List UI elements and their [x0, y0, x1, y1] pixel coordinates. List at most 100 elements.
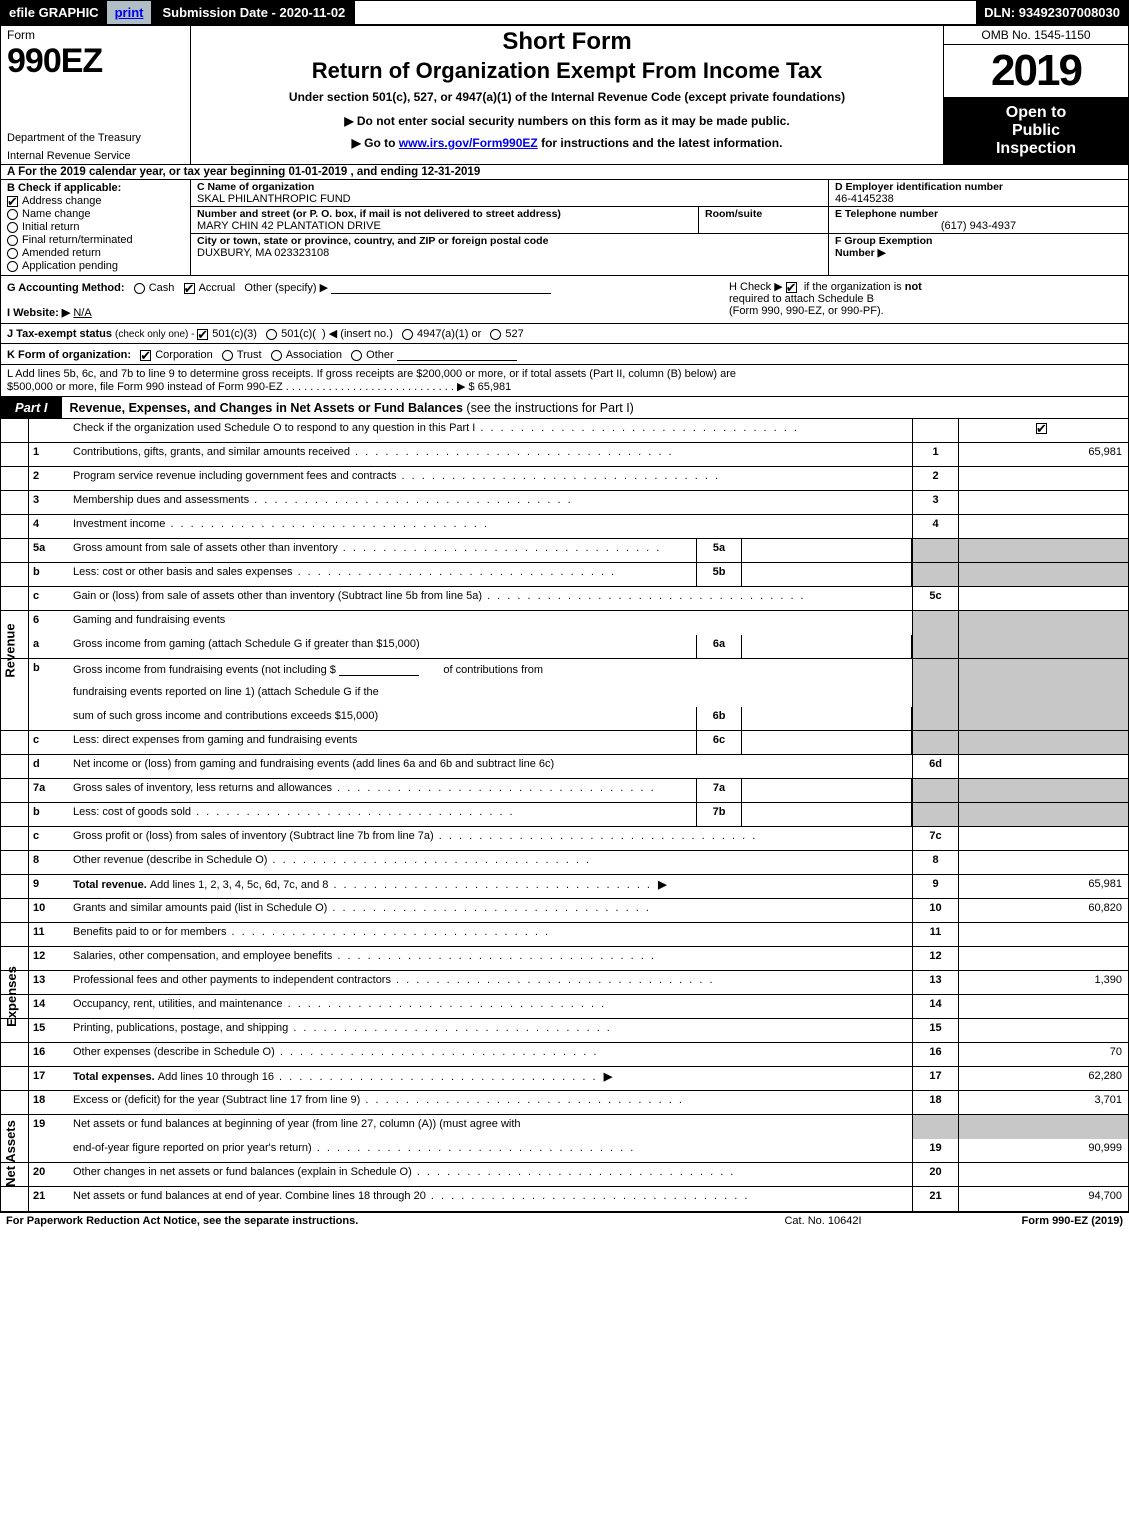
- footer-left: For Paperwork Reduction Act Notice, see …: [6, 1215, 723, 1227]
- ck-amended-return[interactable]: Amended return: [7, 247, 184, 259]
- line-3: 3 Membership dues and assessments 3: [1, 491, 1128, 515]
- d2: Add lines 10 through 16: [158, 1071, 598, 1083]
- line-no-shaded: [912, 635, 958, 658]
- d: Total revenue.: [73, 879, 150, 891]
- contrib-field[interactable]: [339, 662, 419, 676]
- j-o4: 527: [505, 328, 523, 340]
- line-amt: [958, 923, 1128, 946]
- inner-amt: [742, 635, 912, 658]
- line-num: 10: [29, 899, 69, 922]
- ck-application-pending[interactable]: Application pending: [7, 260, 184, 272]
- line-17: 17 Total expenses. Add lines 10 through …: [1, 1067, 1128, 1091]
- line-num: 12: [29, 947, 69, 970]
- radio-icon[interactable]: [266, 329, 277, 340]
- side-spacer: [1, 1115, 29, 1139]
- line-no-shaded: [912, 563, 958, 586]
- side-spacer: [1, 971, 29, 994]
- ck-final-return[interactable]: Final return/terminated: [7, 234, 184, 246]
- line-amt: 3,701: [958, 1091, 1128, 1114]
- line-6: 6 Gaming and fundraising events: [1, 611, 1128, 635]
- fr-post: (2019): [1088, 1215, 1123, 1227]
- addr-label: Number and street (or P. O. box, if mail…: [197, 208, 692, 220]
- line-amt: 90,999: [958, 1139, 1128, 1162]
- ck-name-change[interactable]: Name change: [7, 208, 184, 220]
- side-spacer: [1, 515, 29, 538]
- line-desc: Gross amount from sale of assets other t…: [69, 539, 696, 562]
- line-no-shaded: [912, 779, 958, 802]
- radio-icon: [7, 209, 18, 220]
- instructions-link-row: ▶ Go to www.irs.gov/Form990EZ for instru…: [199, 136, 935, 150]
- ck-address-change[interactable]: Address change: [7, 195, 184, 207]
- inner-num: 6c: [696, 731, 742, 754]
- print-link[interactable]: print: [107, 1, 153, 24]
- line-no-shaded: [912, 731, 958, 754]
- line-amt: 94,700: [958, 1187, 1128, 1211]
- line-desc: Benefits paid to or for members: [69, 923, 912, 946]
- footer-right: Form 990-EZ (2019): [923, 1215, 1123, 1227]
- instructions-link[interactable]: www.irs.gov/Form990EZ: [399, 136, 538, 150]
- line-no: 9: [912, 875, 958, 898]
- g-other: Other (specify) ▶: [244, 282, 328, 294]
- link-post: for instructions and the latest informat…: [538, 136, 783, 150]
- h-line2: required to attach Schedule B: [729, 293, 874, 305]
- line-no: 17: [912, 1067, 958, 1090]
- side-spacer: [1, 755, 29, 778]
- line-num: b: [29, 803, 69, 826]
- ck-initial-return[interactable]: Initial return: [7, 221, 184, 233]
- line-amt-shaded: [958, 611, 1128, 635]
- line-no: 16: [912, 1043, 958, 1066]
- line-amt: [958, 827, 1128, 850]
- g-other-field[interactable]: [331, 280, 551, 294]
- submission-date: 2020-11-02: [280, 5, 346, 20]
- side-spacer: [1, 995, 29, 1018]
- line-amt: [958, 1019, 1128, 1042]
- line-num: 16: [29, 1043, 69, 1066]
- k-o4: Other: [366, 349, 394, 361]
- line-6d: d Net income or (loss) from gaming and f…: [1, 755, 1128, 779]
- j-o2-post: ) ◀ (insert no.): [322, 328, 393, 340]
- line-amt: [958, 995, 1128, 1018]
- radio-icon: [7, 261, 18, 272]
- radio-icon[interactable]: [222, 350, 233, 361]
- radio-icon[interactable]: [351, 350, 362, 361]
- part-1-tag: Part I: [1, 397, 62, 418]
- checkbox-icon[interactable]: [786, 282, 797, 293]
- radio-icon[interactable]: [271, 350, 282, 361]
- checkbox-icon[interactable]: [140, 350, 151, 361]
- p1-check-box[interactable]: [958, 419, 1128, 442]
- radio-icon[interactable]: [402, 329, 413, 340]
- line-desc: Less: direct expenses from gaming and fu…: [69, 731, 696, 754]
- line-num: 15: [29, 1019, 69, 1042]
- line-desc: Other expenses (describe in Schedule O): [69, 1043, 912, 1066]
- line-2: 2 Program service revenue including gove…: [1, 467, 1128, 491]
- radio-icon[interactable]: [490, 329, 501, 340]
- row-a-pre: A For the 2019 calendar year, or tax yea…: [7, 166, 288, 178]
- line-num: 1: [29, 443, 69, 466]
- k-o3: Association: [286, 349, 342, 361]
- radio-icon[interactable]: [134, 283, 145, 294]
- line-no: 1: [912, 443, 958, 466]
- line-19-2: end-of-year figure reported on prior yea…: [1, 1139, 1128, 1163]
- checkbox-icon[interactable]: [184, 283, 195, 294]
- col-c-entity: C Name of organization SKAL PHILANTHROPI…: [191, 180, 828, 275]
- line-amt: [958, 515, 1128, 538]
- line-num: 8: [29, 851, 69, 874]
- line-20: 20 Other changes in net assets or fund b…: [1, 1163, 1128, 1187]
- checkbox-icon[interactable]: [197, 329, 208, 340]
- line-13: 13 Professional fees and other payments …: [1, 971, 1128, 995]
- line-amt: [958, 1163, 1128, 1186]
- line-amt-shaded: [958, 731, 1128, 754]
- k-other-field[interactable]: [397, 347, 517, 361]
- line-5b: b Less: cost or other basis and sales ex…: [1, 563, 1128, 587]
- ssn-warning: ▶ Do not enter social security numbers o…: [199, 114, 935, 128]
- inner-num: 6a: [696, 635, 742, 658]
- line-desc: Gross profit or (loss) from sales of inv…: [69, 827, 912, 850]
- open-line3: Inspection: [946, 140, 1126, 158]
- inner-num: 7b: [696, 803, 742, 826]
- side-expenses: Expenses: [1, 899, 29, 922]
- open-line2: Public: [946, 122, 1126, 140]
- line-desc: Gaming and fundraising events: [69, 611, 912, 635]
- fr-pre: Form: [1022, 1215, 1053, 1227]
- form-subtitle: Under section 501(c), 527, or 4947(a)(1)…: [199, 90, 935, 104]
- line-desc: Membership dues and assessments: [69, 491, 912, 514]
